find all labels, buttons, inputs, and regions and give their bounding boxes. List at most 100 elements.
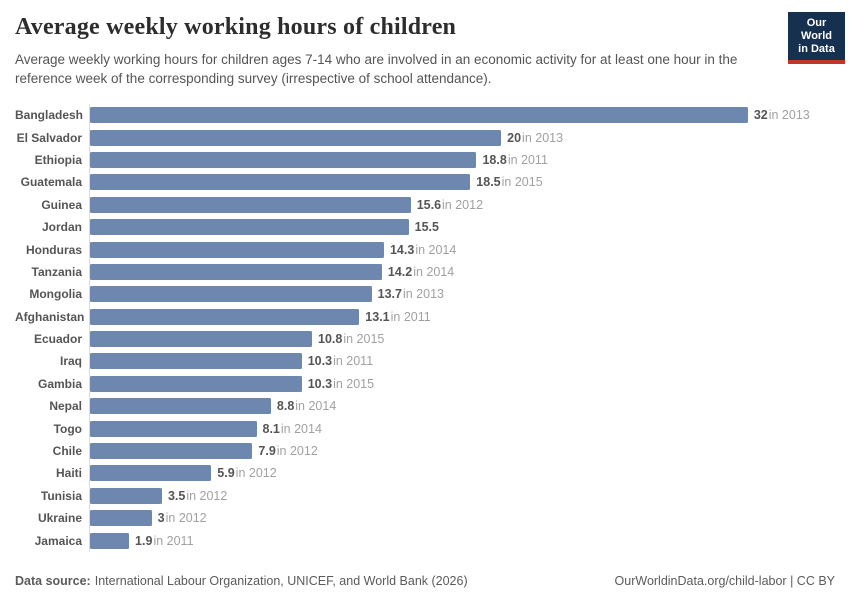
value-year: in 2013 bbox=[522, 130, 564, 145]
value-number: 20 bbox=[507, 130, 522, 145]
bar[interactable] bbox=[90, 443, 253, 460]
value-number: 10.3 bbox=[307, 354, 333, 369]
value-number: 7.9 bbox=[258, 444, 276, 459]
value-number: 10.8 bbox=[318, 332, 343, 347]
bar-row: Mongolia 13.7in 2013 bbox=[15, 283, 835, 306]
country-label: Togo bbox=[53, 421, 82, 436]
bar-row: Togo 8.1in 2014 bbox=[15, 417, 835, 440]
value-year: in 2012 bbox=[235, 466, 277, 481]
country-label: Tanzania bbox=[31, 264, 82, 279]
bar-row: Jamaica 1.9in 2011 bbox=[15, 529, 835, 552]
value-label: 3in 2012 bbox=[158, 511, 207, 525]
bar-track: 8.8in 2014 bbox=[89, 395, 835, 418]
bar[interactable] bbox=[90, 331, 313, 348]
bar-row: Haiti 5.9in 2012 bbox=[15, 462, 835, 485]
bar-row: Guinea 15.6in 2012 bbox=[15, 193, 835, 216]
country-label: El Salvador bbox=[16, 130, 82, 145]
country-label: Ecuador bbox=[33, 332, 82, 347]
value-number: 32 bbox=[753, 108, 768, 123]
bar[interactable] bbox=[90, 420, 257, 437]
data-source: Data source: International Labour Organiz… bbox=[15, 574, 468, 588]
value-number: 15.5 bbox=[414, 220, 439, 235]
value-number: 18.8 bbox=[482, 152, 507, 167]
value-label: 18.8in 2011 bbox=[482, 153, 547, 167]
bar-row: Tunisia 3.5in 2012 bbox=[15, 484, 835, 508]
country-label: Jamaica bbox=[34, 533, 82, 548]
bar-row: Bangladesh 32in 2013 bbox=[15, 104, 835, 127]
country-label: Tunisia bbox=[40, 488, 82, 503]
value-year: in 2014 bbox=[295, 399, 337, 414]
value-label: 15.6in 2012 bbox=[417, 198, 483, 212]
owid-logo-stripe bbox=[788, 60, 845, 64]
bar-track: 14.3in 2014 bbox=[89, 238, 835, 261]
bar-track: 3in 2012 bbox=[89, 507, 835, 530]
value-number: 15.6 bbox=[416, 197, 442, 212]
credit-link[interactable]: OurWorldinData.org/child-labor | CC BY bbox=[614, 574, 835, 588]
value-year: in 2015 bbox=[333, 376, 375, 391]
country-label: Guinea bbox=[41, 197, 82, 212]
value-number: 5.9 bbox=[217, 466, 235, 481]
bar[interactable] bbox=[90, 286, 372, 303]
value-label: 15.5 bbox=[415, 220, 439, 234]
bar-row: Jordan 15.5 bbox=[15, 215, 835, 239]
value-year: in 2014 bbox=[415, 242, 457, 257]
bar-row: Afghanistan 13.1in 2011 bbox=[15, 305, 835, 328]
bar[interactable] bbox=[90, 353, 302, 370]
bar[interactable] bbox=[90, 107, 748, 124]
country-label: Ukraine bbox=[37, 511, 82, 526]
value-year: in 2011 bbox=[153, 533, 194, 548]
bar[interactable] bbox=[90, 465, 212, 482]
bar-row: Chile 7.9in 2012 bbox=[15, 439, 835, 463]
owid-logo-text: Our World in Data bbox=[788, 12, 845, 60]
value-label: 7.9in 2012 bbox=[258, 444, 317, 458]
value-year: in 2015 bbox=[501, 175, 543, 190]
value-label: 14.2in 2014 bbox=[388, 265, 454, 279]
bar-track: 3.5in 2012 bbox=[89, 484, 835, 508]
country-label: Iraq bbox=[59, 354, 82, 369]
country-label: Haiti bbox=[55, 466, 82, 481]
country-label: Gambia bbox=[37, 376, 82, 391]
value-label: 13.7in 2013 bbox=[378, 287, 444, 301]
country-label: Bangladesh bbox=[15, 108, 84, 123]
bar[interactable] bbox=[90, 129, 502, 146]
value-number: 18.5 bbox=[476, 175, 501, 190]
owid-logo[interactable]: Our World in Data bbox=[788, 12, 845, 64]
bar[interactable] bbox=[90, 398, 271, 415]
data-source-text: International Labour Organization, UNICE… bbox=[94, 574, 468, 588]
bar[interactable] bbox=[90, 510, 152, 527]
bar[interactable] bbox=[90, 308, 360, 325]
value-number: 8.1 bbox=[262, 421, 280, 436]
chart-subtitle: Average weekly working hours for childre… bbox=[15, 52, 738, 86]
value-label: 10.3in 2011 bbox=[308, 354, 373, 368]
bar-row: Guatemala 18.5in 2015 bbox=[15, 171, 835, 194]
bar[interactable] bbox=[90, 219, 409, 236]
bar-track: 10.8in 2015 bbox=[89, 327, 835, 351]
page-title: Average weekly working hours of children bbox=[15, 14, 457, 40]
bar[interactable] bbox=[90, 375, 302, 392]
value-year: in 2012 bbox=[186, 488, 228, 503]
bar-row: Ecuador 10.8in 2015 bbox=[15, 327, 835, 351]
bar[interactable] bbox=[90, 487, 162, 504]
value-year: in 2015 bbox=[343, 332, 385, 347]
value-label: 13.1in 2011 bbox=[365, 310, 430, 324]
bar-track: 18.8in 2011 bbox=[89, 148, 835, 172]
bar-row: Iraq 10.3in 2011 bbox=[15, 350, 835, 373]
value-number: 14.2 bbox=[387, 264, 413, 279]
value-number: 14.3 bbox=[389, 242, 415, 257]
bar[interactable] bbox=[90, 263, 382, 280]
bar-chart: Bangladesh 32in 2013 El Salvador 20in 2013 E… bbox=[15, 104, 835, 552]
bar[interactable] bbox=[90, 532, 130, 549]
bar-track: 14.2in 2014 bbox=[89, 260, 835, 284]
value-label: 18.5in 2015 bbox=[476, 175, 542, 189]
value-year: in 2011 bbox=[507, 152, 548, 167]
value-label: 5.9in 2012 bbox=[217, 466, 276, 480]
bar[interactable] bbox=[90, 174, 471, 191]
value-number: 3.5 bbox=[167, 488, 186, 503]
bar[interactable] bbox=[90, 151, 477, 168]
country-label: Guatemala bbox=[20, 175, 82, 190]
bar[interactable] bbox=[90, 196, 411, 213]
value-number: 3 bbox=[157, 511, 165, 526]
bar[interactable] bbox=[90, 241, 384, 258]
country-label: Honduras bbox=[25, 242, 82, 257]
value-number: 8.8 bbox=[276, 399, 295, 414]
